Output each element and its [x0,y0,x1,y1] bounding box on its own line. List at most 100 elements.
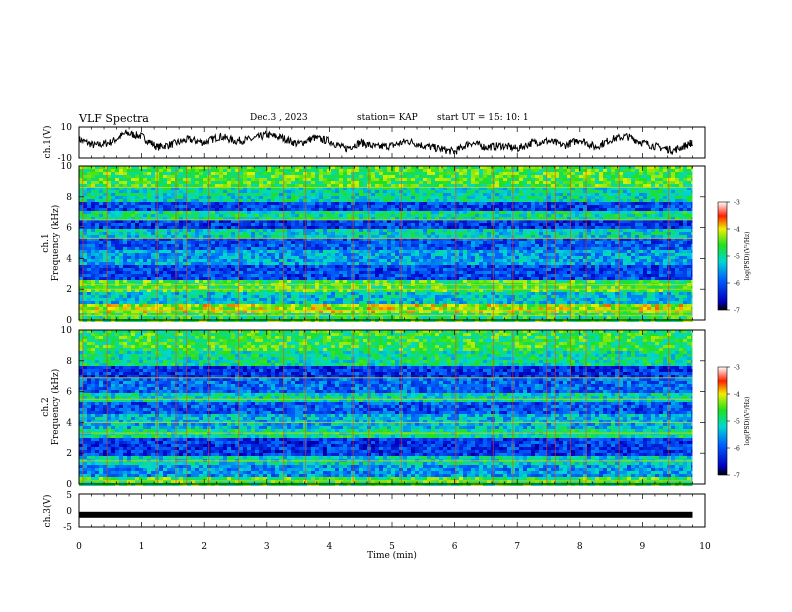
spectrogram-cell [531,208,535,211]
spectrogram-cell [151,208,155,211]
spectrogram-cell [407,226,411,229]
spectrogram-cell [691,247,693,250]
spectrogram-cell [407,184,411,187]
spectrogram-cell [179,190,183,193]
spectrogram-cell [531,169,535,172]
spectrogram-cell [683,214,687,217]
spectrogram-cell [179,241,183,244]
spectrogram-cell [315,229,319,232]
spectrogram-cell [543,256,547,259]
spectrogram-cell [675,202,679,205]
spectrogram-cell [615,202,619,205]
spectrogram-cell [483,250,487,253]
spectrogram-cell [159,166,163,169]
spectrogram-cell [359,211,363,214]
spectrogram-cell [595,229,599,232]
spectrogram-cell [195,193,199,196]
spectrogram-cell [663,238,667,241]
spectrogram-cell [535,175,539,178]
spectrogram-cell [647,175,651,178]
spectrogram-cell [535,229,539,232]
spectrogram-cell [375,211,379,214]
spectrogram-cell [519,214,523,217]
spectrogram-cell [287,223,291,226]
spectrogram-cell [91,178,95,181]
spectrogram-cell [279,193,283,196]
spectrogram-cell [147,193,151,196]
spectrogram-cell [451,232,455,235]
spectrogram-cell [335,199,339,202]
spectrogram-cell [591,229,595,232]
spectrogram-cell [391,166,395,169]
spectrogram-cell [539,232,543,235]
spectrogram-cell [91,199,95,202]
spectrogram-cell [119,238,123,241]
spectrogram-cell [439,196,443,199]
spectrogram-cell [415,223,419,226]
spectrogram-cell [183,226,187,229]
spectrogram-cell [319,223,323,226]
spectrogram-cell [303,208,307,211]
spectrogram-cell [135,259,139,262]
spectrogram-cell [163,244,167,247]
spectrogram-cell [407,181,411,184]
spectrogram-cell [271,205,275,208]
spectrogram-cell [555,184,559,187]
spectrogram-cell [251,166,255,169]
spectrogram-cell [111,250,115,253]
spectrogram-cell [283,220,287,223]
spectrogram-cell [407,241,411,244]
spectrogram-cell [359,259,363,262]
spectrogram-cell [455,208,459,211]
spectrogram-cell [187,253,191,256]
spectrogram-cell [591,169,595,172]
spectrogram-cell [299,202,303,205]
spectrogram-cell [243,190,247,193]
spectrogram-cell [671,247,675,250]
spectrogram-cell [383,211,387,214]
spectrogram-cell [451,172,455,175]
spectrogram-cell [407,235,411,238]
spectrogram-cell [363,199,367,202]
spectrogram-cell [143,223,147,226]
spectrogram-cell [647,172,651,175]
spectrogram-cell [331,184,335,187]
spectrogram-cell [247,211,251,214]
spectrogram-cell [559,247,563,250]
spectrogram-cell [263,181,267,184]
spectrogram-cell [651,235,655,238]
spectrogram-cell [123,226,127,229]
spectrogram-cell [151,247,155,250]
spectrogram-cell [203,238,207,241]
spectrogram-cell [583,256,587,259]
spectrogram-cell [151,223,155,226]
spectrogram-cell [407,208,411,211]
spectrogram-cell [547,181,551,184]
spectrogram-cell [431,169,435,172]
spectrogram-cell [495,253,499,256]
spectrogram-cell [191,223,195,226]
spectrogram-cell [467,178,471,181]
spectrogram-cell [503,241,507,244]
spectrogram-cell [595,253,599,256]
spectrogram-cell [283,202,287,205]
spectrogram-cell [547,217,551,220]
spectrogram-cell [387,211,391,214]
spectrogram-cell [619,217,623,220]
spectrogram-cell [203,196,207,199]
spectrogram-cell [619,244,623,247]
spectrogram-cell [583,232,587,235]
spectrogram-cell [335,172,339,175]
spectrogram-cell [591,253,595,256]
spectrogram-cell [607,190,611,193]
spectrogram-cell [535,214,539,217]
spectrogram-cell [339,172,343,175]
spectrogram-cell [119,226,123,229]
spectrogram-cell [659,241,663,244]
spectrogram-cell [507,220,511,223]
spectrogram-cell [679,250,683,253]
spectrogram-cell [463,226,467,229]
spectrogram-cell [147,235,151,238]
spectrogram-cell [607,229,611,232]
spectrogram-cell [323,235,327,238]
